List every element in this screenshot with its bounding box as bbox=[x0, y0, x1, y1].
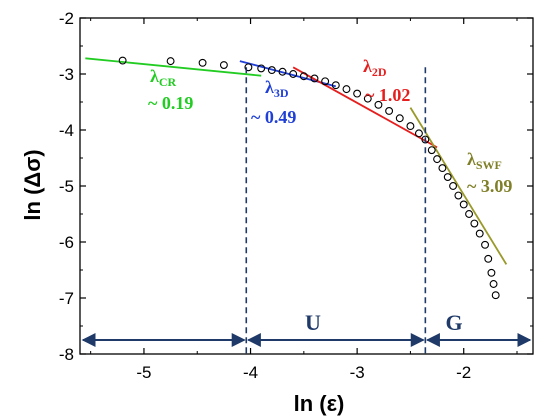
data-points bbox=[118, 56, 500, 300]
data-point bbox=[363, 94, 372, 103]
data-point bbox=[470, 219, 479, 228]
fit-line-cr bbox=[85, 57, 262, 77]
data-point bbox=[481, 240, 489, 249]
annotation-cr-label: λCR bbox=[150, 66, 177, 89]
data-point bbox=[491, 291, 500, 300]
data-point bbox=[465, 210, 473, 218]
data-point bbox=[433, 155, 442, 164]
data-point bbox=[475, 229, 484, 238]
data-point bbox=[257, 64, 266, 73]
data-point bbox=[454, 191, 463, 200]
data-point bbox=[489, 280, 498, 288]
data-point bbox=[449, 182, 458, 190]
annotation-swf-greek: λ bbox=[467, 149, 476, 169]
data-point bbox=[342, 85, 351, 94]
data-point bbox=[267, 66, 276, 75]
data-point bbox=[321, 77, 330, 86]
data-point bbox=[406, 122, 415, 131]
data-point bbox=[484, 254, 493, 263]
y-tick-label: -3 bbox=[59, 65, 74, 84]
data-point bbox=[166, 57, 175, 66]
region-label-g: G bbox=[445, 310, 462, 335]
data-point bbox=[278, 67, 287, 76]
data-point bbox=[331, 81, 340, 90]
y-tick-label: -2 bbox=[59, 9, 74, 28]
data-point bbox=[385, 107, 394, 115]
annotation-cr-value: ~ 0.19 bbox=[148, 93, 193, 113]
fit-line-2d bbox=[292, 66, 438, 149]
data-point bbox=[487, 268, 496, 277]
data-point bbox=[459, 200, 468, 209]
annotation-swf-value: ~ 3.09 bbox=[467, 176, 512, 196]
data-point bbox=[395, 114, 404, 123]
data-point bbox=[427, 146, 436, 155]
data-point bbox=[244, 63, 253, 72]
y-tick-label: -5 bbox=[59, 177, 74, 196]
data-point bbox=[299, 72, 308, 81]
data-point bbox=[198, 58, 207, 67]
boundary-lines bbox=[245, 67, 427, 354]
plot-border bbox=[79, 17, 534, 355]
data-point bbox=[438, 164, 447, 173]
x-axis-title: ln (ε) bbox=[294, 391, 345, 416]
annotation-cr-sub: CR bbox=[159, 75, 177, 89]
data-point bbox=[118, 56, 127, 65]
data-point bbox=[443, 173, 452, 181]
y-tick-label: -7 bbox=[59, 289, 74, 308]
data-point bbox=[310, 74, 319, 83]
fit-lines bbox=[85, 57, 508, 265]
annotation-3d-value: ~ 0.49 bbox=[251, 107, 296, 127]
data-point bbox=[289, 70, 298, 78]
x-tick-label: -4 bbox=[243, 363, 258, 382]
y-tick-label: -8 bbox=[59, 345, 74, 364]
annotation-2d-sub: 2D bbox=[372, 65, 387, 79]
axis-ticks: -5 -4 -3 -2 -2 -3 -4 -5 -6 -7 -8 bbox=[59, 9, 533, 382]
annotation-3d-label: λ3D bbox=[265, 77, 289, 100]
data-point bbox=[374, 100, 383, 109]
x-tick-label: -3 bbox=[350, 363, 365, 382]
y-axis-title: ln (Δσ) bbox=[20, 149, 45, 220]
annotation-3d-greek: λ bbox=[265, 77, 274, 97]
x-tick-label: -2 bbox=[456, 363, 471, 382]
annotation-swf-label: λSWF bbox=[467, 149, 502, 172]
annotation-2d-label: λ2D bbox=[363, 56, 387, 79]
annotation-3d-sub: 3D bbox=[274, 86, 289, 100]
annotation-cr-greek: λ bbox=[150, 66, 159, 86]
region-label-u: U bbox=[305, 310, 321, 335]
annotation-2d-value: ~ 1.02 bbox=[365, 85, 410, 105]
annotation-swf-sub: SWF bbox=[476, 158, 502, 172]
y-tick-label: -4 bbox=[59, 121, 74, 140]
fit-line-swf bbox=[409, 107, 508, 265]
x-tick-label: -5 bbox=[136, 363, 151, 382]
plot-frame bbox=[79, 17, 534, 355]
y-tick-label: -6 bbox=[59, 233, 74, 252]
data-point bbox=[415, 129, 423, 138]
annotation-2d-greek: λ bbox=[363, 56, 372, 76]
data-point bbox=[219, 61, 228, 69]
data-point bbox=[353, 89, 362, 98]
